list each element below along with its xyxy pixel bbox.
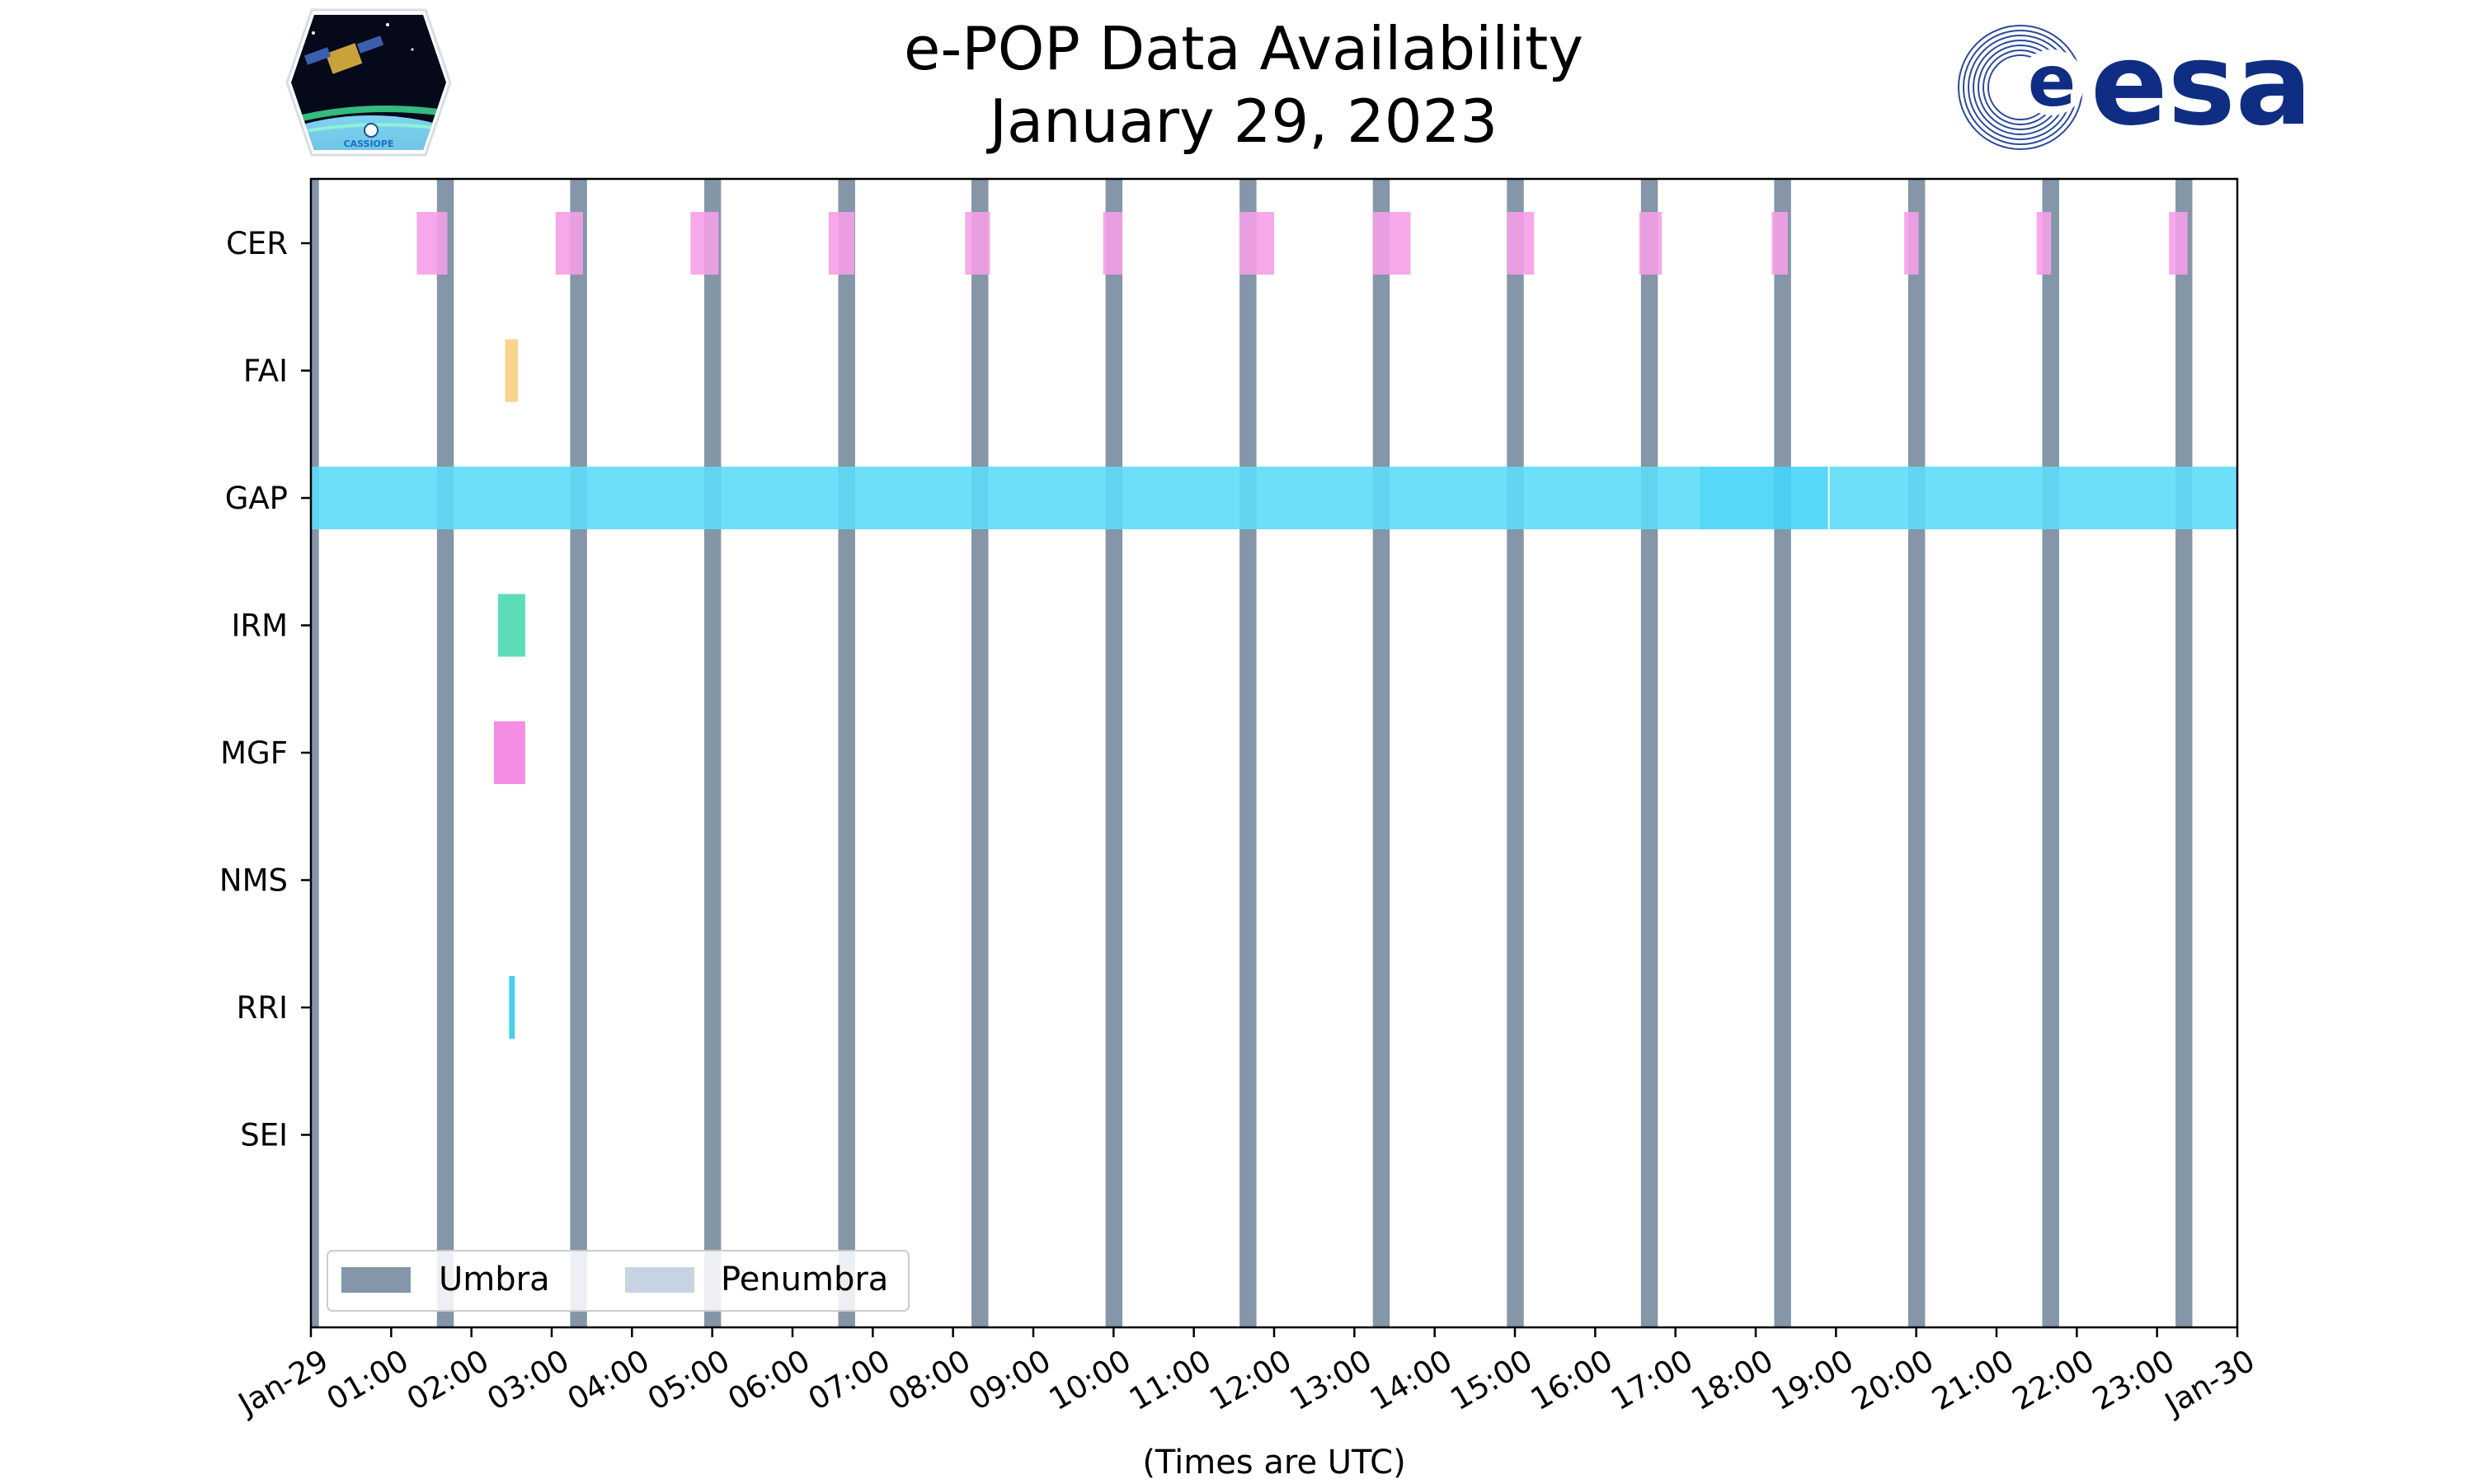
umbra-band (1774, 179, 1791, 1327)
umbra-band (311, 179, 319, 1327)
umbra-band (1507, 179, 1524, 1327)
legend-penumbra-label: Penumbra (721, 1261, 888, 1298)
x-tick-label: 19:00 (1766, 1343, 1860, 1418)
x-tick-label: 04:00 (562, 1343, 656, 1418)
bar-cer (1904, 212, 1919, 275)
x-tick-label: 17:00 (1605, 1343, 1699, 1418)
bar-cer (555, 212, 583, 275)
x-tick-label: 16:00 (1525, 1343, 1619, 1418)
chart-title: e-POP Data Availability (904, 14, 1583, 83)
x-tick-label: 10:00 (1043, 1343, 1137, 1418)
bar-gap (311, 467, 1700, 529)
bar-cer (1239, 212, 1274, 275)
x-tick-label: 13:00 (1284, 1343, 1378, 1418)
bar-cer (965, 212, 990, 275)
x-tick-label: 12:00 (1204, 1343, 1298, 1418)
umbra-band (2042, 179, 2059, 1327)
bar-cer (1771, 212, 1788, 275)
bar-cer (1103, 212, 1123, 275)
bar-rri (509, 976, 515, 1039)
y-tick-label: RRI (237, 990, 288, 1026)
x-tick-label: 14:00 (1364, 1343, 1458, 1418)
umbra-band (570, 179, 587, 1327)
x-tick-label: 05:00 (642, 1343, 736, 1418)
x-tick-label: 09:00 (963, 1343, 1057, 1418)
legend-umbra-swatch (341, 1267, 411, 1293)
esa-logo-text: esa (2091, 18, 2312, 151)
umbra-band (436, 179, 454, 1327)
y-tick-label: NMS (219, 863, 288, 899)
x-tick-label: 20:00 (1846, 1343, 1940, 1418)
bar-cer (2169, 212, 2188, 275)
esa-logo: e esa (1958, 18, 2312, 151)
x-tick-label: 07:00 (802, 1343, 896, 1418)
bar-gap (1829, 467, 2237, 529)
x-axis: Jan-2901:0002:0003:0004:0005:0006:0007:0… (231, 1327, 2260, 1423)
x-tick-label: 15:00 (1445, 1343, 1539, 1418)
bar-fai (505, 339, 519, 402)
cassiope-logo: CASSIOPE (285, 8, 452, 157)
y-tick-label: IRM (231, 608, 288, 644)
bar-irm (497, 594, 525, 657)
x-axis-label: (Times are UTC) (1142, 1444, 1405, 1482)
legend-box (327, 1250, 910, 1312)
x-tick-label: 06:00 (722, 1343, 816, 1418)
x-tick-label: 01:00 (321, 1343, 415, 1418)
x-tick-label: 21:00 (1926, 1343, 2020, 1418)
bar-cer (1507, 212, 1535, 275)
umbra-band (1105, 179, 1123, 1327)
y-axis: CER FAI GAP IRM MGF NMS RRI SEI (219, 226, 311, 1153)
y-tick-label: SEI (240, 1118, 288, 1153)
umbra-band (1640, 179, 1658, 1327)
umbra-band (971, 179, 989, 1327)
x-tick-label: Jan-29 (231, 1343, 334, 1423)
y-tick-label: GAP (225, 481, 288, 516)
y-tick-label: MGF (220, 735, 288, 771)
x-tick-label: Jan-30 (2157, 1343, 2260, 1423)
chart-subtitle: January 29, 2023 (986, 87, 1498, 156)
umbra-band (2175, 179, 2193, 1327)
cassiope-logo-text: CASSIOPE (344, 139, 394, 149)
y-tick-label: FAI (243, 354, 288, 389)
bars-layer (311, 212, 2237, 1039)
bar-cer (2036, 212, 2052, 275)
x-tick-label: 23:00 (2086, 1343, 2180, 1418)
umbra-band (1239, 179, 1257, 1327)
umbra-layer (311, 179, 2193, 1327)
bar-cer (416, 212, 448, 275)
legend-penumbra-swatch (625, 1267, 694, 1293)
umbra-band (1907, 179, 1926, 1327)
umbra-band (838, 179, 855, 1327)
x-tick-label: 02:00 (401, 1343, 495, 1418)
plot-frame (309, 177, 2239, 1329)
bar-cer (1639, 212, 1663, 275)
x-tick-label: 11:00 (1123, 1343, 1217, 1418)
x-tick-label: 03:00 (482, 1343, 576, 1418)
x-tick-label: 22:00 (2006, 1343, 2100, 1418)
x-tick-label: 08:00 (882, 1343, 976, 1418)
bar-cer (1372, 212, 1411, 275)
bar-mgf (493, 721, 525, 784)
bar-cer (690, 212, 719, 275)
legend-umbra-label: Umbra (439, 1261, 550, 1298)
bar-cer (828, 212, 854, 275)
bar-gap (1699, 467, 1828, 529)
x-tick-label: 18:00 (1686, 1343, 1780, 1418)
legend: Umbra Penumbra (327, 1250, 910, 1312)
y-tick-label: CER (226, 226, 288, 261)
umbra-band (1372, 179, 1390, 1327)
esa-emblem-e-icon: e (2028, 40, 2076, 123)
umbra-band (703, 179, 722, 1327)
